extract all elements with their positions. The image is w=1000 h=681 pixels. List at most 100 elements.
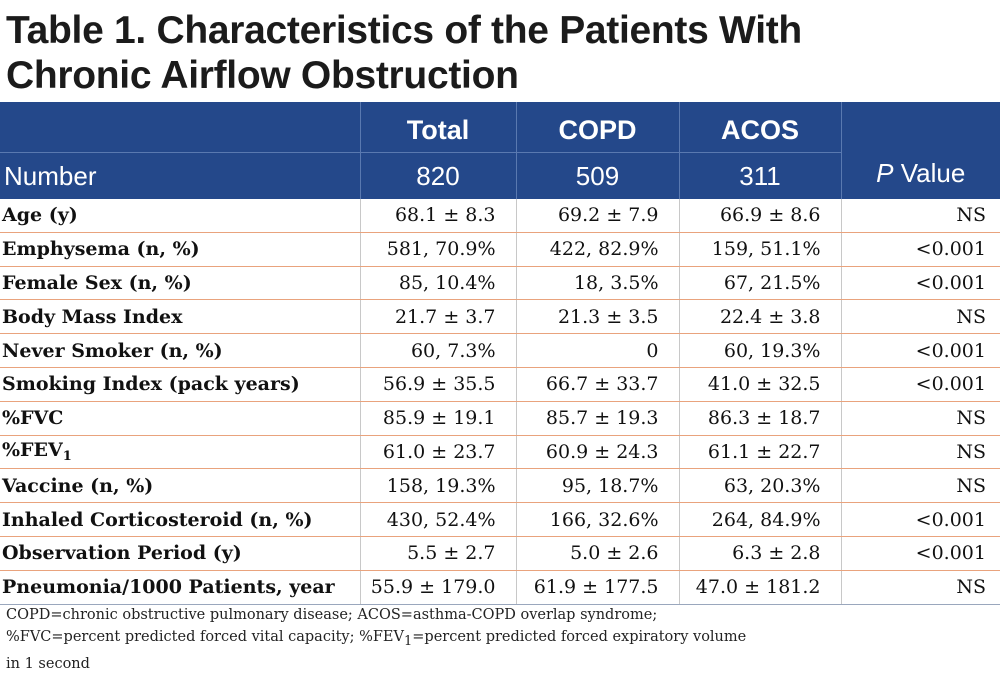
- cell-acos: 159, 51.1%: [678, 232, 841, 267]
- row-label: Vaccine (n, %): [0, 468, 360, 504]
- table-title-line-2: Chronic Airflow Obstruction: [6, 54, 519, 97]
- cell-copd: 85.7 ± 19.3: [515, 401, 679, 436]
- row-label: Body Mass Index: [0, 299, 360, 335]
- cell-copd: 422, 82.9%: [515, 232, 679, 267]
- row-label-text: Age (y): [2, 204, 78, 227]
- header-acos: ACOS: [678, 102, 841, 153]
- table-body: Age (y) 68.1 ± 8.3 69.2 ± 7.9 66.9 ± 8.6 NS E…: [0, 199, 1000, 605]
- cell-copd: 5.0 ± 2.6: [515, 536, 679, 571]
- count-copd: 509: [515, 152, 679, 199]
- header-copd: COPD: [515, 102, 679, 153]
- header-number-label: Number: [0, 152, 360, 199]
- table-row: Body Mass Index 21.7 ± 3.7 21.3 ± 3.5 22.4 …: [0, 299, 1000, 335]
- cell-acos: 61.1 ± 22.7: [678, 435, 841, 470]
- table-row: Never Smoker (n, %) 60, 7.3% 0 60, 19.3% <0.…: [0, 333, 1000, 368]
- table-title: Table 1. Characteristics of the Patients…: [6, 8, 996, 98]
- row-label: Inhaled Corticosteroid (n, %): [0, 502, 360, 537]
- characteristics-table: Total COPD ACOS P Value Number 820 509 3…: [0, 102, 1000, 605]
- cell-total: 68.1 ± 8.3: [359, 199, 516, 233]
- cell-p-value: <0.001: [840, 367, 1000, 402]
- cell-p-value: NS: [840, 468, 1000, 504]
- header-row-counts: Number 820 509 311: [0, 152, 1000, 199]
- table-row: Observation Period (y) 5.5 ± 2.7 5.0 ± 2.6…: [0, 536, 1000, 571]
- p-italic: P: [876, 158, 894, 188]
- row-label: Smoking Index (pack years): [0, 367, 360, 402]
- table-row: Age (y) 68.1 ± 8.3 69.2 ± 7.9 66.9 ± 8.6 NS: [0, 199, 1000, 233]
- table-footnote: COPD=chronic obstructive pulmonary disea…: [6, 604, 996, 675]
- row-label-text: Vaccine (n, %): [2, 474, 154, 497]
- cell-total: 60, 7.3%: [359, 333, 516, 368]
- cell-copd: 21.3 ± 3.5: [515, 299, 679, 335]
- table-title-line-1: Table 1. Characteristics of the Patients…: [6, 9, 802, 52]
- cell-copd: 18, 3.5%: [515, 266, 679, 301]
- footnote-line-2-b: =percent predicted forced expiratory vol…: [412, 629, 747, 645]
- count-total: 820: [359, 152, 516, 199]
- table-row: Pneumonia/1000 Patients, year 55.9 ± 179.…: [0, 570, 1000, 605]
- cell-total: 56.9 ± 35.5: [359, 367, 516, 402]
- cell-total: 61.0 ± 23.7: [359, 435, 516, 470]
- cell-copd: 166, 32.6%: [515, 502, 679, 537]
- row-label-text: %FEV: [2, 439, 63, 462]
- cell-p-value: <0.001: [840, 266, 1000, 301]
- row-label-text: Smoking Index (pack years): [2, 373, 300, 396]
- cell-copd: 60.9 ± 24.3: [515, 435, 679, 470]
- footnote-line-2: %FVC=percent predicted forced vital capa…: [6, 626, 996, 653]
- row-label-text: Observation Period (y): [2, 542, 242, 565]
- footnote-line-3: in 1 second: [6, 656, 90, 672]
- cell-total: 5.5 ± 2.7: [359, 536, 516, 571]
- cell-total: 21.7 ± 3.7: [359, 299, 516, 335]
- cell-p-value: <0.001: [840, 502, 1000, 537]
- p-value-rest: Value: [893, 158, 966, 188]
- header-row-groups: Total COPD ACOS P Value: [0, 102, 1000, 199]
- cell-acos: 264, 84.9%: [678, 502, 841, 537]
- cell-p-value: NS: [840, 401, 1000, 436]
- cell-copd: 61.9 ± 177.5: [515, 570, 679, 605]
- table-row: Vaccine (n, %) 158, 19.3% 95, 18.7% 63, 20.…: [0, 468, 1000, 504]
- cell-total: 55.9 ± 179.0: [359, 570, 516, 605]
- cell-copd: 0: [515, 333, 679, 368]
- footnote-line-2-a: %FVC=percent predicted forced vital capa…: [6, 629, 404, 645]
- cell-acos: 6.3 ± 2.8: [678, 536, 841, 571]
- footnote-line-1: COPD=chronic obstructive pulmonary disea…: [6, 607, 658, 623]
- row-label-text: Body Mass Index: [2, 305, 183, 328]
- cell-copd: 95, 18.7%: [515, 468, 679, 504]
- row-label-text: Never Smoker (n, %): [2, 339, 223, 362]
- cell-p-value: <0.001: [840, 536, 1000, 571]
- cell-acos: 67, 21.5%: [678, 266, 841, 301]
- cell-acos: 66.9 ± 8.6: [678, 199, 841, 233]
- cell-p-value: NS: [840, 299, 1000, 335]
- row-label-text: Pneumonia/1000 Patients, year: [2, 576, 335, 599]
- row-label: Observation Period (y): [0, 536, 360, 571]
- row-label: Emphysema (n, %): [0, 232, 360, 267]
- row-label-subscript: 1: [62, 449, 72, 465]
- cell-total: 85, 10.4%: [359, 266, 516, 301]
- cell-acos: 86.3 ± 18.7: [678, 401, 841, 436]
- row-label: %FEV1: [0, 435, 360, 470]
- table-row: %FEV1 61.0 ± 23.7 60.9 ± 24.3 61.1 ± 22.7 NS: [0, 435, 1000, 470]
- table-row: Inhaled Corticosteroid (n, %) 430, 52.4% 1…: [0, 502, 1000, 537]
- cell-total: 85.9 ± 19.1: [359, 401, 516, 436]
- row-label-text: Inhaled Corticosteroid (n, %): [2, 508, 313, 531]
- count-acos: 311: [678, 152, 841, 199]
- cell-copd: 69.2 ± 7.9: [515, 199, 679, 233]
- cell-copd: 66.7 ± 33.7: [515, 367, 679, 402]
- cell-acos: 41.0 ± 32.5: [678, 367, 841, 402]
- cell-total: 581, 70.9%: [359, 232, 516, 267]
- header-p-value: P Value: [840, 102, 1000, 199]
- footnote-subscript: 1: [404, 634, 413, 649]
- table-row: Smoking Index (pack years) 56.9 ± 35.5 66.…: [0, 367, 1000, 402]
- cell-p-value: <0.001: [840, 333, 1000, 368]
- row-label-text: %FVC: [2, 407, 64, 430]
- header-total: Total: [359, 102, 516, 153]
- cell-total: 430, 52.4%: [359, 502, 516, 537]
- table-row: Female Sex (n, %) 85, 10.4% 18, 3.5% 67, 21…: [0, 266, 1000, 301]
- cell-p-value: NS: [840, 199, 1000, 233]
- cell-p-value: NS: [840, 435, 1000, 470]
- row-label: Never Smoker (n, %): [0, 333, 360, 368]
- row-label: Pneumonia/1000 Patients, year: [0, 570, 360, 605]
- cell-total: 158, 19.3%: [359, 468, 516, 504]
- cell-acos: 63, 20.3%: [678, 468, 841, 504]
- cell-acos: 22.4 ± 3.8: [678, 299, 841, 335]
- table-row: Emphysema (n, %) 581, 70.9% 422, 82.9% 159,…: [0, 232, 1000, 267]
- cell-acos: 47.0 ± 181.2: [678, 570, 841, 605]
